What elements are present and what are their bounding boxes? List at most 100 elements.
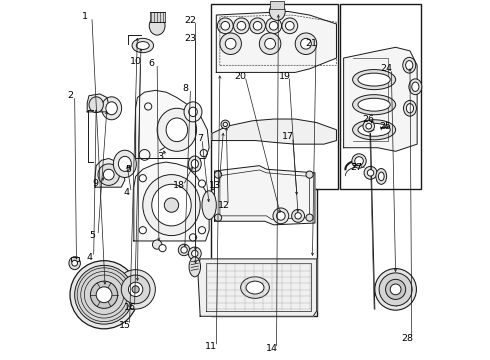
Ellipse shape xyxy=(139,226,147,234)
Text: 6: 6 xyxy=(149,59,155,68)
Text: 4: 4 xyxy=(86,253,92,262)
Ellipse shape xyxy=(189,107,197,117)
Bar xyxy=(270,1,285,9)
Ellipse shape xyxy=(221,120,230,129)
Ellipse shape xyxy=(116,270,155,309)
Text: 19: 19 xyxy=(278,72,291,81)
Ellipse shape xyxy=(157,108,196,151)
Ellipse shape xyxy=(358,98,390,111)
Ellipse shape xyxy=(259,33,281,54)
Ellipse shape xyxy=(98,164,120,185)
Ellipse shape xyxy=(198,180,205,187)
Text: 11: 11 xyxy=(205,342,217,351)
Ellipse shape xyxy=(198,226,205,234)
Ellipse shape xyxy=(152,184,191,226)
Text: 18: 18 xyxy=(172,181,185,190)
Ellipse shape xyxy=(221,22,230,30)
Ellipse shape xyxy=(223,122,227,127)
Ellipse shape xyxy=(355,157,364,165)
Ellipse shape xyxy=(132,286,139,293)
Ellipse shape xyxy=(188,156,201,172)
Ellipse shape xyxy=(184,102,202,122)
Ellipse shape xyxy=(143,175,200,235)
Ellipse shape xyxy=(202,191,216,220)
Ellipse shape xyxy=(139,175,147,182)
Text: 22: 22 xyxy=(185,16,196,25)
Ellipse shape xyxy=(113,150,136,177)
Ellipse shape xyxy=(237,22,245,30)
Ellipse shape xyxy=(74,265,133,324)
Polygon shape xyxy=(343,47,417,151)
Ellipse shape xyxy=(270,22,278,30)
Text: 16: 16 xyxy=(123,303,136,312)
Ellipse shape xyxy=(386,279,406,300)
Ellipse shape xyxy=(282,18,298,34)
Bar xyxy=(340,4,421,189)
Ellipse shape xyxy=(246,281,264,294)
Ellipse shape xyxy=(366,123,371,129)
Ellipse shape xyxy=(132,39,153,53)
Ellipse shape xyxy=(358,73,390,86)
Ellipse shape xyxy=(215,214,221,221)
Ellipse shape xyxy=(190,234,196,241)
Text: 28: 28 xyxy=(401,334,413,343)
Polygon shape xyxy=(136,90,209,158)
Text: 27: 27 xyxy=(350,163,362,172)
Ellipse shape xyxy=(225,39,236,49)
Ellipse shape xyxy=(378,172,384,181)
Ellipse shape xyxy=(241,277,270,298)
Ellipse shape xyxy=(119,156,131,171)
Ellipse shape xyxy=(234,18,249,34)
Ellipse shape xyxy=(270,3,285,21)
Ellipse shape xyxy=(376,168,387,184)
Ellipse shape xyxy=(70,261,138,329)
Ellipse shape xyxy=(363,121,374,132)
Text: 3: 3 xyxy=(158,152,164,161)
Ellipse shape xyxy=(103,169,114,180)
Ellipse shape xyxy=(412,82,419,91)
Polygon shape xyxy=(95,158,125,187)
Text: 20: 20 xyxy=(234,72,246,81)
Ellipse shape xyxy=(101,97,122,120)
Ellipse shape xyxy=(353,95,395,115)
Ellipse shape xyxy=(295,213,301,219)
Ellipse shape xyxy=(390,284,401,295)
Ellipse shape xyxy=(128,282,143,297)
Ellipse shape xyxy=(69,257,80,270)
Text: 26: 26 xyxy=(363,114,375,123)
Text: 23: 23 xyxy=(184,34,196,43)
Bar xyxy=(211,189,317,316)
Bar xyxy=(211,4,338,189)
Ellipse shape xyxy=(409,79,422,95)
Ellipse shape xyxy=(406,60,413,70)
Bar xyxy=(149,12,165,22)
Ellipse shape xyxy=(164,198,179,212)
Ellipse shape xyxy=(91,281,118,309)
Ellipse shape xyxy=(136,41,149,49)
Ellipse shape xyxy=(364,166,377,179)
Text: 14: 14 xyxy=(266,344,278,353)
Bar xyxy=(71,257,78,261)
Ellipse shape xyxy=(189,257,200,277)
Polygon shape xyxy=(197,259,317,316)
Text: 9: 9 xyxy=(92,179,98,188)
Ellipse shape xyxy=(286,22,294,30)
Ellipse shape xyxy=(406,104,414,113)
Ellipse shape xyxy=(295,33,317,54)
Ellipse shape xyxy=(89,97,103,113)
Ellipse shape xyxy=(266,18,282,34)
Ellipse shape xyxy=(178,244,190,256)
Text: 10: 10 xyxy=(130,57,142,66)
Ellipse shape xyxy=(306,214,313,221)
Ellipse shape xyxy=(300,39,311,49)
Text: 15: 15 xyxy=(119,321,131,330)
Ellipse shape xyxy=(215,171,221,178)
Polygon shape xyxy=(134,162,209,241)
Ellipse shape xyxy=(352,154,366,168)
Ellipse shape xyxy=(106,102,117,115)
Ellipse shape xyxy=(166,118,188,141)
Polygon shape xyxy=(87,94,109,112)
Text: 5: 5 xyxy=(90,231,96,240)
Ellipse shape xyxy=(273,208,289,224)
Ellipse shape xyxy=(218,18,233,34)
